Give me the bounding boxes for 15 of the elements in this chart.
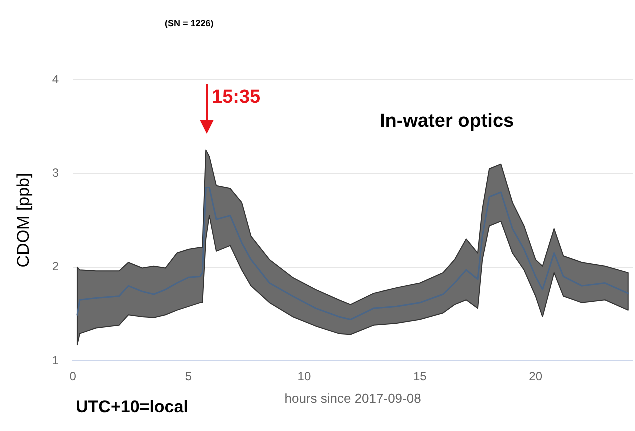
annotation: 15:35 — [212, 87, 262, 108]
x-tick-label: 10 — [298, 370, 312, 384]
x-axis-title: hours since 2017-09-08 — [284, 390, 422, 406]
y-tick-label: 1 — [52, 353, 60, 368]
text: UTC+10=local — [76, 398, 188, 417]
y-tick-label: 3 — [52, 166, 60, 180]
x-tick-label: 5 — [185, 370, 192, 384]
annotation: In-water optics — [380, 111, 514, 132]
y-axis-title: CDOM [ppb] — [14, 173, 33, 268]
x-tick-label: 15 — [413, 370, 428, 384]
y-tick-label: 4 — [52, 72, 60, 86]
x-tick-label: 0 — [70, 370, 77, 384]
text: (SN = 1226) — [165, 18, 214, 28]
y-tick-label: 2 — [52, 260, 60, 274]
x-tick-label: 20 — [529, 370, 543, 384]
